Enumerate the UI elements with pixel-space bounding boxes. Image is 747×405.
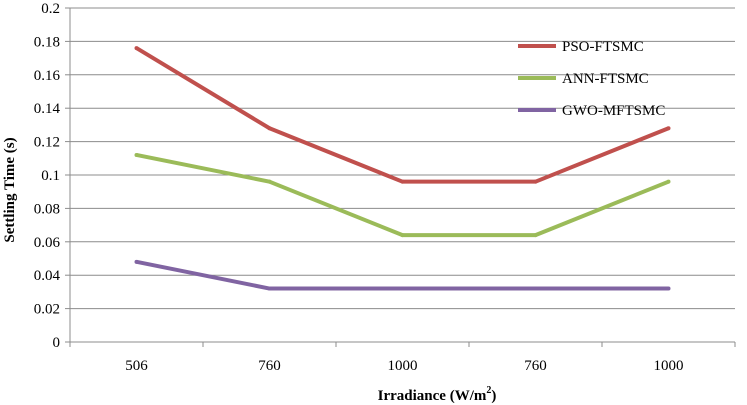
data-point-gwo-mftsmc (533, 286, 538, 291)
data-point-pso-ftsmc (267, 126, 272, 131)
x-tick-label: 1000 (654, 358, 684, 374)
x-tick-label: 506 (125, 358, 148, 374)
y-tick-label: 0.14 (34, 101, 61, 117)
y-tick-label: 0.08 (34, 201, 60, 217)
series-lines (134, 46, 671, 291)
data-point-pso-ftsmc (400, 179, 405, 184)
data-point-ann-ftsmc (134, 152, 139, 157)
data-point-gwo-mftsmc (400, 286, 405, 291)
x-tick-label: 1000 (388, 358, 418, 374)
data-point-gwo-mftsmc (134, 259, 139, 264)
legend-label-gwo-mftsmc: GWO-MFTSMC (562, 103, 665, 119)
y-tick-label: 0.16 (34, 68, 61, 84)
y-tick-label: 0.12 (34, 135, 60, 151)
y-tick-label: 0.02 (34, 302, 60, 318)
y-tick-label: 0.06 (34, 235, 61, 251)
x-axis-title: Irradiance (W/m2) (378, 385, 497, 404)
x-tick-labels: 506 760 1000 760 1000 (125, 358, 683, 374)
y-tick-labels: 0 0.02 0.04 0.06 0.08 0.1 0.12 0.14 0.16 0.18 0.2 (34, 1, 61, 351)
data-point-pso-ftsmc (134, 46, 139, 51)
y-axis-title: Settling Time (s) (2, 137, 18, 242)
x-tick-label: 760 (524, 358, 547, 374)
data-point-gwo-mftsmc (267, 286, 272, 291)
data-point-ann-ftsmc (666, 179, 671, 184)
y-tick-label: 0.04 (34, 268, 61, 284)
data-point-ann-ftsmc (400, 233, 405, 238)
data-point-pso-ftsmc (666, 126, 671, 131)
y-tick-label: 0.18 (34, 34, 60, 50)
legend-label-pso-ftsmc: PSO-FTSMC (562, 39, 644, 55)
legend: PSO-FTSMC ANN-FTSMC GWO-MFTSMC (518, 39, 665, 119)
data-point-ann-ftsmc (267, 179, 272, 184)
y-tick-label: 0 (53, 335, 61, 351)
y-tick-label: 0.2 (41, 1, 60, 17)
series-line-ann-ftsmc (136, 152, 670, 238)
legend-label-ann-ftsmc: ANN-FTSMC (562, 71, 649, 87)
x-tick-label: 760 (258, 358, 281, 374)
axes (65, 7, 736, 347)
data-point-pso-ftsmc (533, 179, 538, 184)
grid-lines (70, 7, 735, 310)
data-point-ann-ftsmc (533, 233, 538, 238)
y-tick-label: 0.1 (41, 168, 60, 184)
data-point-gwo-mftsmc (666, 286, 671, 291)
